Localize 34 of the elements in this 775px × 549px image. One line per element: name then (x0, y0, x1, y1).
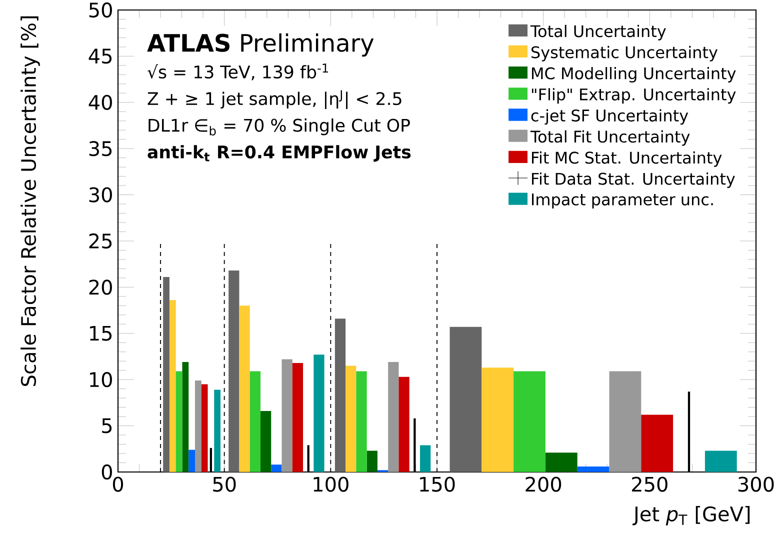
y-tick-label: 30 (89, 187, 112, 202)
legend-label: Fit MC Stat. Uncertainty (532, 151, 722, 167)
legend-label: Impact parameter unc. (532, 194, 713, 209)
y-tick-label: 5 (102, 418, 112, 434)
legend-label: Fit Data Stat. Uncertainty (532, 172, 735, 188)
y-tick-label: 10 (90, 372, 112, 388)
annotation: Z + ≥ 1 jet sample, |η$^{J}$| < 2.5 (148, 90, 402, 110)
legend-label: "Flip" Extrap. Uncertainty (532, 88, 736, 104)
x-tick-label: 200 (526, 476, 562, 492)
x-tick-label: 150 (420, 476, 455, 492)
y-tick-label: 20 (89, 280, 112, 295)
y-tick-label: 45 (88, 48, 112, 64)
x-tick-label: 100 (314, 476, 348, 492)
annotation: ATLAS Preliminary (147, 33, 374, 57)
x-axis-title: Jet p$_{T}$ [GeV] (632, 506, 750, 526)
y-axis-title: Scale Factor Relative Uncertainty [%] (20, 16, 40, 386)
x-tick-label: 250 (632, 476, 668, 492)
legend-label: c-jet SF Uncertainty (531, 109, 688, 125)
legend-label: MC Modelling Uncertainty (532, 67, 736, 82)
y-tick-label: 40 (88, 94, 112, 110)
x-tick-label: 0 (112, 476, 124, 492)
annotation: √s = 13 TeV, 139 fb$^{-1}$ (148, 64, 328, 80)
legend-label: Systematic Uncertainty (531, 46, 718, 62)
annotation: DL1r ∈$_{b}$ = 70 % Single Cut OP (148, 118, 410, 136)
y-tick-label: 35 (89, 141, 112, 156)
legend-label: Total Uncertainty (530, 24, 666, 40)
y-tick-label: 50 (89, 2, 112, 18)
text: anti-k$_{t}$ R=0.4 EMPFlow Jets (148, 145, 411, 162)
y-tick-label: 0 (102, 464, 112, 480)
legend-label: Total Fit Uncertainty (530, 130, 690, 146)
x-tick-label: 300 (738, 476, 774, 492)
y-tick-label: 25 (89, 233, 112, 249)
x-tick-label: 50 (213, 476, 236, 492)
y-tick-label: 15 (90, 326, 112, 341)
